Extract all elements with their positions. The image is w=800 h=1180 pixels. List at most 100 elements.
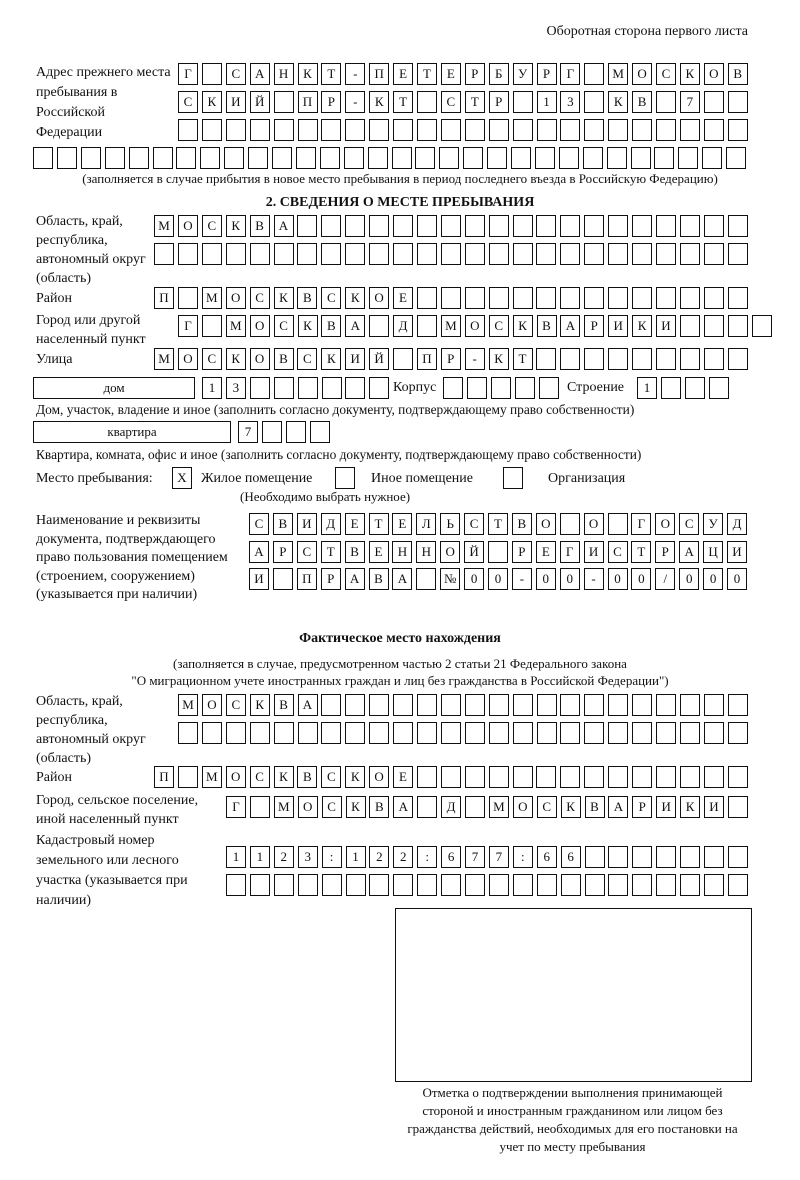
char-cell[interactable] [655, 243, 676, 265]
char-cell[interactable] [393, 694, 414, 716]
char-cell[interactable]: Г [559, 541, 580, 563]
char-cell[interactable]: К [679, 63, 700, 85]
char-cell[interactable]: С [440, 91, 461, 113]
char-cell[interactable]: Н [273, 63, 294, 85]
char-cell[interactable] [656, 91, 676, 113]
char-cell[interactable] [727, 287, 748, 309]
char-cell[interactable]: О [369, 766, 390, 788]
char-cell[interactable]: К [345, 766, 366, 788]
char-cell[interactable] [393, 119, 414, 141]
char-cell[interactable]: В [273, 348, 294, 370]
char-cell[interactable]: А [344, 568, 365, 590]
char-cell[interactable] [584, 722, 605, 744]
char-cell[interactable] [321, 215, 342, 237]
char-cell[interactable]: О [464, 315, 485, 337]
char-cell[interactable]: М [201, 766, 222, 788]
char-cell[interactable] [297, 243, 318, 265]
char-cell[interactable] [367, 147, 388, 169]
char-cell[interactable]: И [656, 796, 677, 818]
char-cell[interactable] [703, 119, 724, 141]
char-cell[interactable]: Ц [703, 541, 724, 563]
char-cell[interactable] [369, 722, 390, 744]
char-cell[interactable] [297, 874, 318, 896]
char-cell[interactable] [727, 315, 748, 337]
char-cell[interactable]: К [249, 694, 270, 716]
char-cell[interactable] [584, 243, 605, 265]
char-cell[interactable] [560, 766, 581, 788]
char-cell[interactable] [249, 377, 270, 399]
char-cell[interactable] [226, 874, 246, 896]
char-cell[interactable] [225, 119, 246, 141]
char-cell[interactable]: К [297, 63, 318, 85]
char-cell[interactable]: А [392, 568, 413, 590]
char-cell[interactable] [584, 119, 605, 141]
char-cell[interactable] [727, 766, 748, 788]
char-cell[interactable] [201, 243, 222, 265]
char-cell[interactable]: 3 [560, 91, 581, 113]
char-cell[interactable] [703, 722, 724, 744]
char-cell[interactable] [273, 119, 294, 141]
char-cell[interactable]: Д [727, 513, 747, 535]
char-cell[interactable] [512, 694, 533, 716]
char-cell[interactable]: 0 [607, 568, 628, 590]
char-cell[interactable] [679, 348, 700, 370]
char-cell[interactable] [584, 287, 605, 309]
char-cell[interactable] [416, 215, 437, 237]
char-cell[interactable]: - [583, 568, 604, 590]
char-cell[interactable]: С [225, 694, 246, 716]
char-cell[interactable]: 1 [226, 846, 246, 868]
char-cell[interactable]: Р [440, 348, 461, 370]
char-cell[interactable] [703, 287, 724, 309]
char-cell[interactable] [440, 287, 461, 309]
char-cell[interactable]: Е [392, 513, 413, 535]
char-cell[interactable]: О [583, 513, 604, 535]
char-cell[interactable] [512, 215, 533, 237]
char-cell[interactable] [417, 874, 438, 896]
char-cell[interactable]: О [632, 63, 653, 85]
char-cell[interactable] [680, 874, 701, 896]
checkbox-organization[interactable] [503, 467, 523, 489]
char-cell[interactable] [727, 694, 748, 716]
char-cell[interactable]: О [177, 215, 198, 237]
char-cell[interactable] [632, 119, 653, 141]
char-cell[interactable] [656, 722, 676, 744]
char-cell[interactable] [536, 119, 557, 141]
char-cell[interactable]: Е [344, 513, 365, 535]
char-cell[interactable]: : [321, 846, 342, 868]
char-cell[interactable] [751, 315, 772, 337]
char-cell[interactable]: 1 [202, 377, 222, 399]
char-cell[interactable]: М [201, 287, 222, 309]
char-cell[interactable]: С [249, 513, 269, 535]
char-cell[interactable]: С [488, 315, 509, 337]
char-cell[interactable] [273, 722, 294, 744]
char-cell[interactable]: В [536, 315, 557, 337]
char-cell[interactable] [464, 766, 485, 788]
char-cell[interactable] [416, 766, 437, 788]
char-cell[interactable] [679, 243, 700, 265]
char-cell[interactable]: 0 [631, 568, 652, 590]
char-cell[interactable] [536, 766, 557, 788]
char-cell[interactable] [584, 694, 605, 716]
char-cell[interactable]: К [321, 348, 342, 370]
char-cell[interactable]: Д [393, 315, 414, 337]
char-cell[interactable] [584, 63, 605, 85]
char-cell[interactable] [297, 119, 318, 141]
char-cell[interactable] [369, 377, 390, 399]
char-cell[interactable] [679, 215, 700, 237]
char-cell[interactable] [630, 147, 651, 169]
char-cell[interactable] [632, 766, 652, 788]
char-cell[interactable] [321, 874, 342, 896]
char-cell[interactable] [440, 215, 461, 237]
char-cell[interactable] [512, 243, 533, 265]
char-cell[interactable]: Б [488, 63, 509, 85]
char-cell[interactable] [369, 874, 390, 896]
char-cell[interactable]: С [607, 541, 628, 563]
char-cell[interactable] [608, 215, 629, 237]
char-cell[interactable]: - [511, 568, 532, 590]
char-cell[interactable] [534, 147, 555, 169]
checkbox-residential[interactable]: X [172, 467, 192, 489]
char-cell[interactable]: Д [320, 513, 341, 535]
char-cell[interactable] [345, 694, 366, 716]
char-cell[interactable]: Е [393, 63, 414, 85]
char-cell[interactable] [345, 215, 366, 237]
